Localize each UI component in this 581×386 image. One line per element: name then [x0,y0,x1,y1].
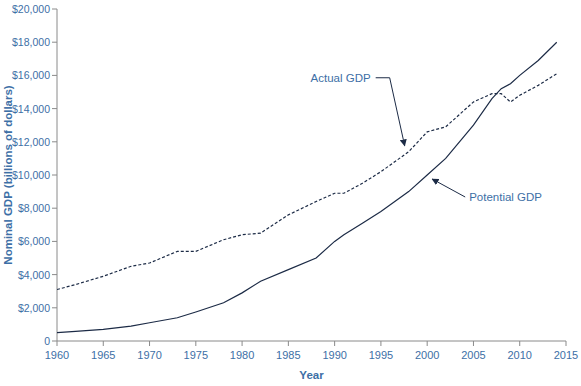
x-axis-label: Year [299,369,324,381]
x-tick-label: 2010 [507,349,531,361]
x-tick-label: 1980 [230,349,254,361]
annotation: Potential GDP [469,191,542,203]
y-axis-label: Nominal GDP (billions of dollars) [2,85,14,264]
chart: 0 $2,000 $4,000 $6,000 $8,000 $10,000 $12,000 $… [0,0,581,386]
x-tick-label: 1975 [184,349,208,361]
annotation-arrow [376,78,405,146]
y-tick-label: $8,000 [18,202,50,214]
y-tick [52,9,57,10]
x-tick-label: 1970 [137,349,161,361]
y-tick-label: $20,000 [12,3,50,15]
x-tick [334,341,335,346]
y-tick [52,141,57,142]
x-tick [242,341,243,346]
y-tick [52,274,57,275]
x-tick-label: 1960 [45,349,69,361]
x-tick [566,341,567,346]
x-tick [473,341,474,346]
y-tick-label: $6,000 [18,235,50,247]
y-tick [52,108,57,109]
x-tick [427,341,428,346]
y-tick [52,307,57,308]
series-line [57,74,557,290]
x-tick-label: 1985 [276,349,300,361]
x-tick-label: 2015 [554,349,578,361]
y-tick-label: $4,000 [18,269,50,281]
y-tick-label: 0 [44,335,50,347]
x-tick-label: 1995 [369,349,393,361]
y-tick-label: $14,000 [12,103,50,115]
x-tick-label: 1990 [322,349,346,361]
annotation: Actual GDP [311,72,371,84]
x-tick-label: 2000 [415,349,439,361]
y-tick [52,175,57,176]
x-tick [57,341,58,346]
y-tick-label: $10,000 [12,169,50,181]
x-tick [519,341,520,346]
x-axis-line [57,341,566,342]
x-tick [195,341,196,346]
x-tick [103,341,104,346]
y-tick-label: $18,000 [12,36,50,48]
series-line [57,42,557,333]
y-tick-label: $16,000 [12,69,50,81]
y-tick [52,241,57,242]
x-tick [380,341,381,346]
y-tick [52,42,57,43]
y-tick [52,75,57,76]
y-tick [52,341,57,342]
annotation-arrow [432,179,465,197]
x-tick [149,341,150,346]
x-tick-label: 2005 [461,349,485,361]
x-tick-label: 1965 [91,349,115,361]
y-tick-label: $2,000 [18,302,50,314]
y-tick [52,208,57,209]
series-group [57,42,557,333]
x-tick [288,341,289,346]
y-tick-label: $12,000 [12,136,50,148]
